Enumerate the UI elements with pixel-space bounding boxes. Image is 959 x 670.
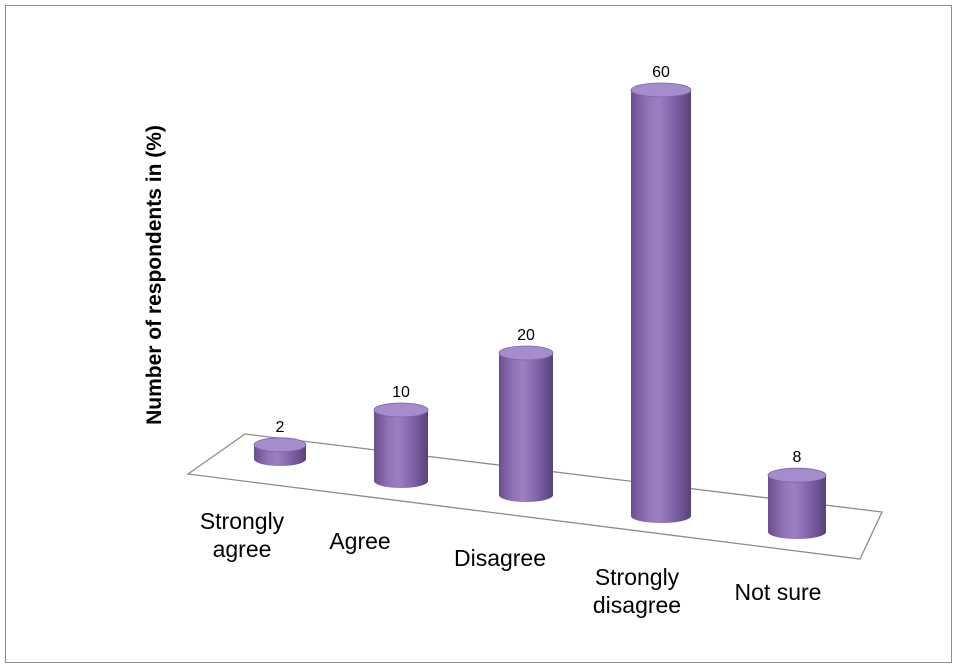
bar-disagree bbox=[498, 345, 554, 502]
data-label-strongly-agree: 2 bbox=[276, 419, 285, 436]
chart-frame bbox=[5, 5, 952, 663]
data-label-agree: 10 bbox=[392, 384, 410, 401]
category-label-disagree: Disagree bbox=[454, 545, 546, 571]
bar-agree bbox=[373, 402, 429, 488]
bar-strongly-disagree bbox=[630, 82, 692, 523]
bar-top-not-sure bbox=[767, 467, 827, 483]
category-label-strongly-disagree: Strongly disagree bbox=[593, 564, 681, 618]
bars-layer bbox=[253, 82, 827, 539]
category-label-not-sure: Not sure bbox=[735, 579, 822, 605]
labels-layer: 2 Strongly agree 10 Agree 20 Disagree 60 Strongl… bbox=[200, 64, 822, 618]
bar-body-disagree bbox=[499, 353, 553, 502]
bar-top-strongly-agree bbox=[253, 437, 307, 453]
bar-body-strongly-disagree bbox=[631, 90, 691, 523]
category-label-agree: Agree bbox=[329, 528, 390, 554]
bar-top-disagree bbox=[498, 345, 554, 361]
floor-plane bbox=[186, 433, 883, 560]
data-label-disagree: 20 bbox=[517, 327, 535, 344]
data-label-strongly-disagree: 60 bbox=[652, 64, 670, 81]
y-axis-title: Number of respondents in (%) bbox=[143, 125, 166, 425]
bar-strongly-agree bbox=[253, 437, 307, 466]
bar-top-strongly-disagree bbox=[630, 82, 692, 98]
category-label-strongly-agree: Strongly agree bbox=[200, 508, 285, 562]
data-label-not-sure: 8 bbox=[793, 449, 802, 466]
bar-not-sure bbox=[767, 467, 827, 539]
bar-body-not-sure bbox=[768, 475, 826, 539]
bar-body-agree bbox=[374, 410, 428, 488]
bar-top-agree bbox=[373, 402, 429, 418]
